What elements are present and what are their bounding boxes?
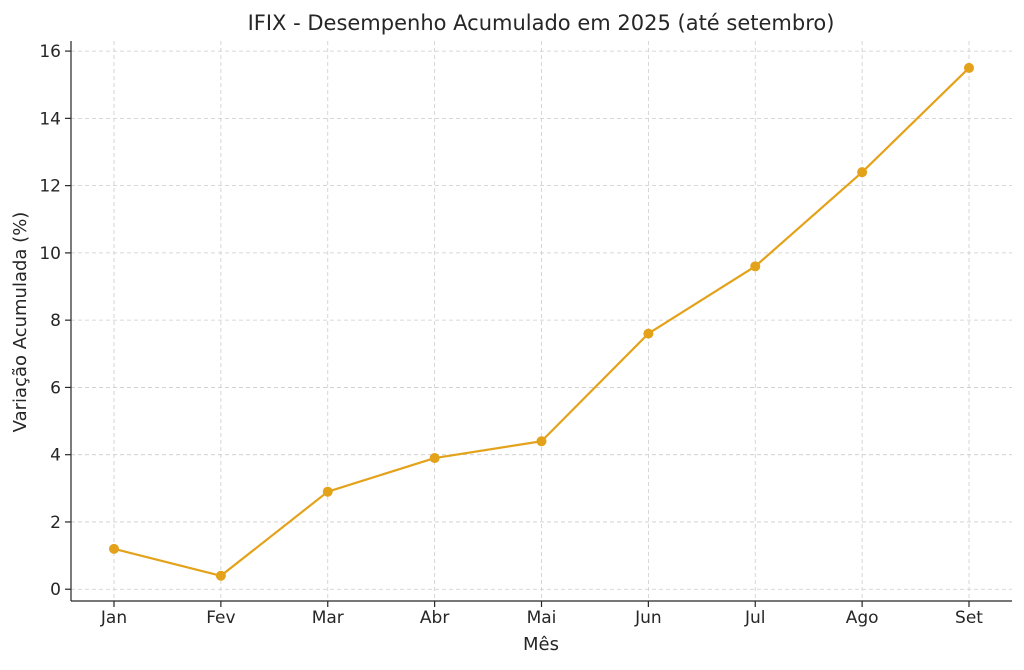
x-tick-label: Jan xyxy=(100,608,127,628)
data-point-jun xyxy=(643,328,654,339)
y-tick-label: 16 xyxy=(39,42,61,62)
data-point-mai xyxy=(536,436,547,447)
y-tick-label: 2 xyxy=(50,513,61,533)
y-tick-label: 6 xyxy=(50,378,61,398)
y-tick-label: 12 xyxy=(39,177,61,197)
series-ifix xyxy=(109,62,974,581)
y-tick-label: 4 xyxy=(50,446,61,466)
data-point-jan xyxy=(109,543,119,554)
y-axis-label: Variação Acumulada (%) xyxy=(10,212,31,433)
x-tick-label: Jun xyxy=(634,608,662,628)
x-tick-label: Ago xyxy=(846,608,879,628)
data-point-set xyxy=(964,62,974,73)
y-tick-label: 10 xyxy=(39,244,61,264)
x-tick-label: Set xyxy=(955,608,983,628)
data-point-abr xyxy=(429,453,440,464)
y-tick-label: 14 xyxy=(39,109,61,129)
x-tick-label: Jul xyxy=(744,608,766,628)
data-point-mar xyxy=(322,486,333,497)
data-point-fev xyxy=(215,570,226,581)
x-axis-label: Mês xyxy=(523,634,559,655)
y-tick-label: 0 xyxy=(50,580,61,600)
x-tick-label: Abr xyxy=(420,608,449,628)
grid xyxy=(71,41,1012,601)
x-tick-label: Fev xyxy=(206,608,235,628)
data-point-jul xyxy=(750,261,761,272)
ticks: Jan Fev Mar Abr Mai Jun Jul Ago Set 0 2 4 6 8 10 12 14 16 xyxy=(39,42,983,628)
x-tick-label: Mai xyxy=(527,608,557,628)
y-tick-label: 8 xyxy=(50,311,61,331)
x-tick-label: Mar xyxy=(312,608,344,628)
data-point-ago xyxy=(857,167,868,178)
chart-title: IFIX - Desempenho Acumulado em 2025 (até… xyxy=(248,11,835,35)
